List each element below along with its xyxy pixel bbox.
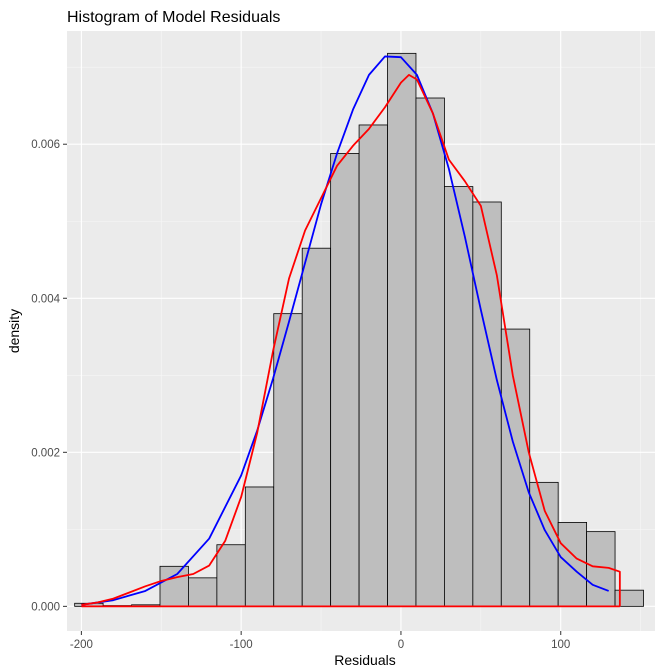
x-tick-label: -200: [70, 639, 93, 651]
histogram-bar: [216, 544, 246, 607]
histogram-bar: [387, 52, 417, 607]
histogram-bar: [358, 124, 388, 607]
y-axis-title: density: [6, 309, 22, 353]
y-tick-labels: 0.000 0.002 0.004 0.006: [31, 139, 60, 613]
histogram-bar: [330, 153, 360, 607]
histogram-bar: [614, 589, 644, 607]
chart-title: Histogram of Model Residuals: [67, 9, 280, 26]
y-tick-label: 0.002: [31, 447, 60, 459]
red-density-line: [81, 74, 621, 607]
histogram-bar: [415, 97, 445, 607]
histogram-bar: [188, 577, 218, 607]
histogram-bar: [301, 247, 332, 607]
y-tick-label: 0.000: [31, 601, 60, 613]
histogram-bar: [444, 186, 474, 607]
y-tick-label: 0.004: [31, 293, 60, 305]
axis-ticks: [63, 143, 562, 635]
x-axis-title: Residuals: [334, 652, 395, 668]
blue-density-line: [81, 55, 609, 606]
x-tick-label: -100: [230, 639, 253, 651]
histogram-bars: [74, 52, 644, 607]
histogram-bar: [500, 328, 531, 607]
histogram-bar: [244, 486, 275, 607]
histogram-bar: [472, 201, 502, 607]
x-tick-label: 100: [551, 639, 570, 651]
density-curves: [81, 55, 621, 608]
histogram-bar: [557, 521, 588, 607]
x-tick-labels: -200 -100 0 100: [70, 639, 570, 651]
y-tick-label: 0.006: [31, 139, 60, 151]
x-tick-label: 0: [398, 639, 404, 651]
histogram-bar: [159, 565, 189, 607]
